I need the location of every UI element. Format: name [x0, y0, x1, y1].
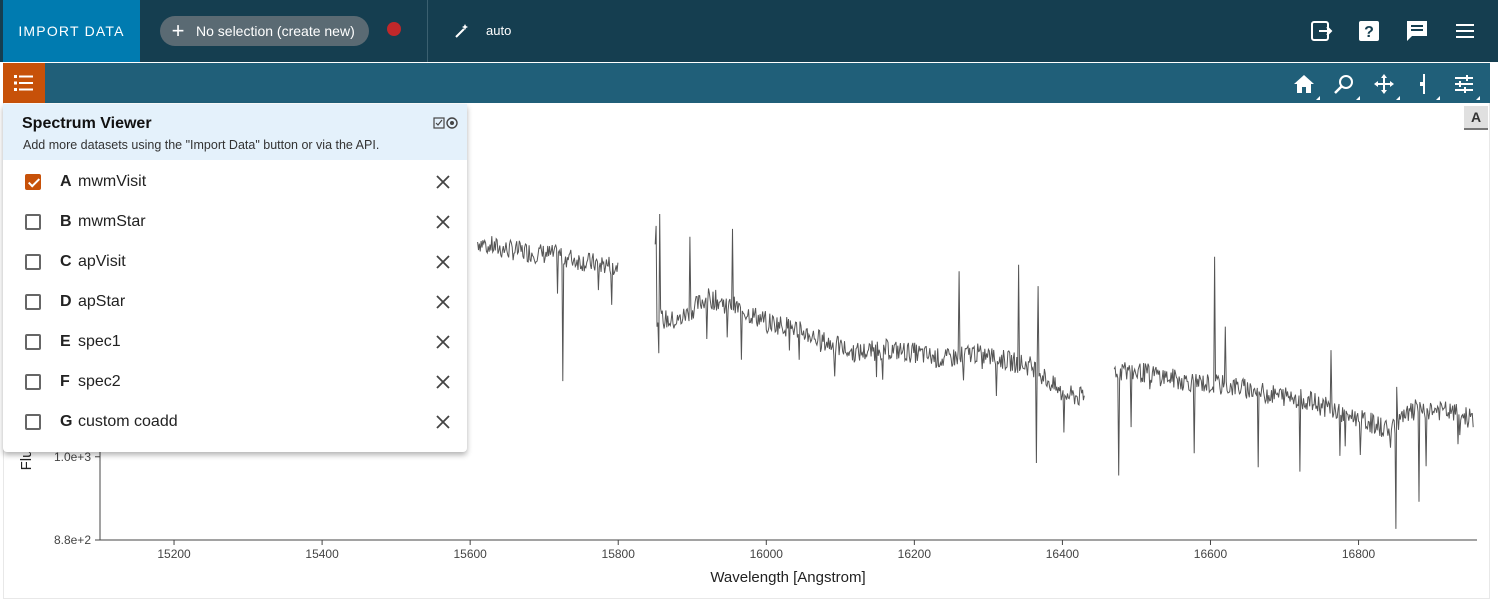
- x-tick-label: 15400: [305, 547, 339, 561]
- close-icon[interactable]: [435, 254, 451, 270]
- x-tick-label: 16000: [750, 547, 784, 561]
- x-tick-label: 15800: [602, 547, 636, 561]
- magic-wand-icon[interactable]: [454, 23, 470, 39]
- close-icon[interactable]: [435, 214, 451, 230]
- selection-label: No selection (create new): [196, 23, 355, 39]
- spectrum-series: [477, 213, 1474, 529]
- close-icon[interactable]: [435, 374, 451, 390]
- x-tick-label: 16600: [1194, 547, 1228, 561]
- spectrum-segment-1: [477, 236, 619, 382]
- close-icon[interactable]: [435, 414, 451, 430]
- x-tick-label: 16200: [898, 547, 932, 561]
- record-status-icon[interactable]: [387, 22, 401, 36]
- layers-toggle-button[interactable]: [3, 63, 45, 103]
- layer-checkbox[interactable]: [25, 254, 41, 270]
- help-icon[interactable]: ?: [1357, 19, 1381, 43]
- layer-checkbox[interactable]: [25, 214, 41, 230]
- x-axis-label: Wavelength [Angstrom]: [710, 569, 865, 586]
- layer-name: apStar: [78, 293, 126, 310]
- layer-letter: E: [60, 333, 71, 350]
- y-tick-label: 8.8e+2: [54, 533, 91, 547]
- y-tick-label: 1.0e+3: [54, 450, 91, 464]
- data-menu-panel: Spectrum Viewer Add more datasets using …: [3, 104, 467, 452]
- plus-icon: +: [171, 18, 185, 43]
- list-icon: [14, 75, 33, 91]
- home-icon[interactable]: [1292, 72, 1320, 100]
- layer-letter: A: [60, 173, 72, 190]
- layer-name: custom coadd: [78, 413, 178, 430]
- spectrum-segment-2: [654, 213, 1085, 464]
- toolbar-divider: [427, 0, 428, 62]
- settings-sliders-icon[interactable]: [1452, 72, 1480, 100]
- viewer-title: Spectrum Viewer: [22, 115, 152, 132]
- layer-letter: F: [60, 373, 70, 390]
- layer-checkbox[interactable]: [25, 174, 41, 190]
- chat-icon[interactable]: [1405, 19, 1429, 43]
- x-tick-label: 15200: [157, 547, 191, 561]
- layer-checkbox[interactable]: [25, 334, 41, 350]
- close-icon[interactable]: [435, 294, 451, 310]
- layer-letter: D: [60, 293, 72, 310]
- data-menu-header: Spectrum Viewer Add more datasets using …: [3, 104, 467, 160]
- layer-name: mwmStar: [78, 213, 146, 230]
- layer-name: apVisit: [78, 253, 126, 270]
- layer-checkbox[interactable]: [25, 294, 41, 310]
- layer-name: spec1: [78, 333, 121, 350]
- layer-letter: B: [60, 213, 72, 230]
- menu-icon[interactable]: [1453, 19, 1477, 43]
- layer-letter: C: [60, 253, 72, 270]
- layer-letter: G: [60, 413, 73, 430]
- slice-icon[interactable]: [1412, 72, 1440, 100]
- layer-checkbox[interactable]: [25, 414, 41, 430]
- layer-checkbox[interactable]: [25, 374, 41, 390]
- import-data-button[interactable]: IMPORT DATA: [3, 0, 140, 62]
- zoom-icon[interactable]: [1332, 72, 1360, 100]
- pan-icon[interactable]: [1372, 72, 1400, 100]
- close-icon[interactable]: [435, 174, 451, 190]
- viewer-toolbar: [3, 63, 1490, 103]
- close-icon[interactable]: [435, 334, 451, 350]
- spectrum-segment-3: [1113, 256, 1474, 529]
- viewer-reference-badge[interactable]: A: [1464, 106, 1488, 130]
- export-icon[interactable]: [1309, 19, 1333, 43]
- auto-mode-label[interactable]: auto: [486, 23, 512, 38]
- x-tick-label: 16400: [1046, 547, 1080, 561]
- layer-name: spec2: [78, 373, 121, 390]
- x-tick-label: 15600: [453, 547, 487, 561]
- data-selection-dropdown[interactable]: + No selection (create new): [160, 16, 369, 46]
- x-tick-label: 16800: [1342, 547, 1376, 561]
- svg-text:?: ?: [1364, 24, 1374, 41]
- visibility-toggle-icon[interactable]: [433, 116, 459, 130]
- x-axis: 15200 15400 15600 15800 16000 16200 16400 16600…: [100, 539, 1477, 561]
- layer-name: mwmVisit: [78, 173, 147, 190]
- viewer-subtitle: Add more datasets using the "Import Data…: [23, 138, 380, 152]
- y-axis-label: Flu: [18, 450, 35, 471]
